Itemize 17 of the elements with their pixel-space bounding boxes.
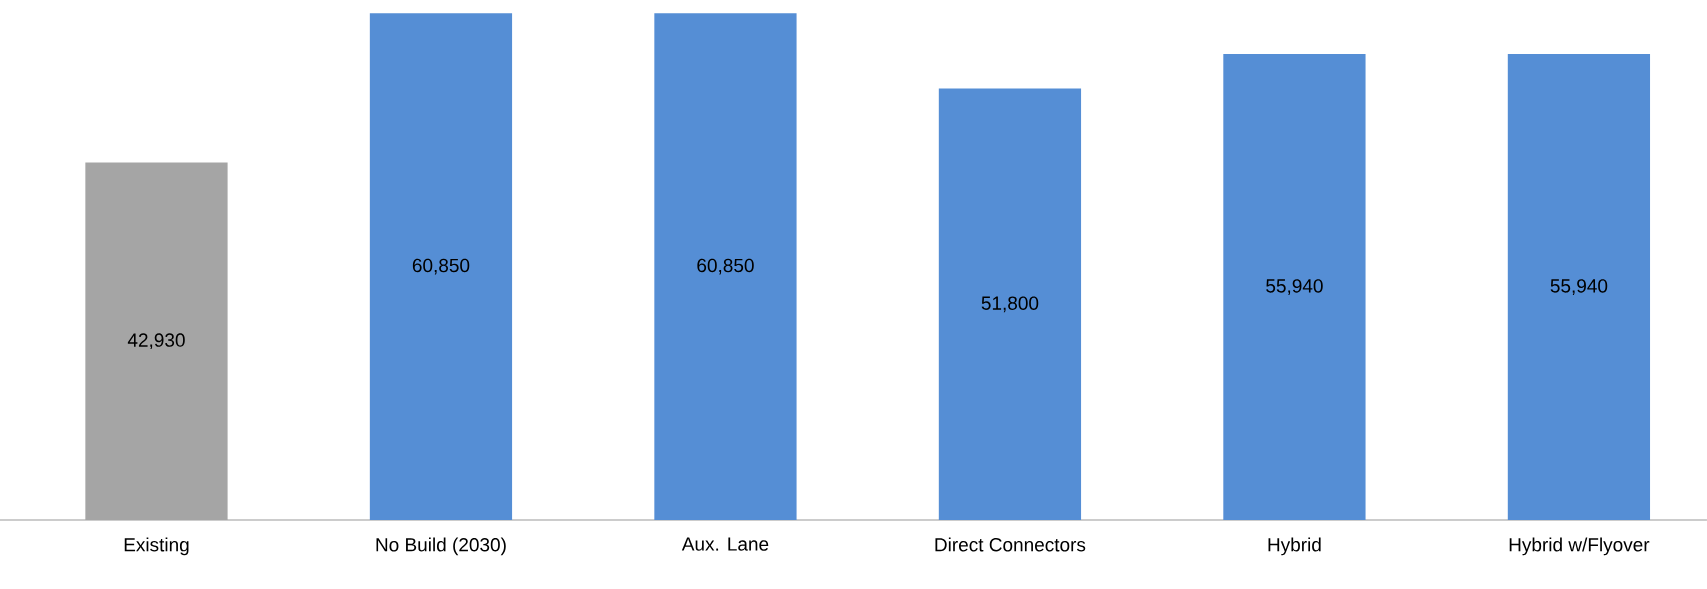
data-label: 55,940 [1550,279,1608,295]
bar [1507,54,1651,520]
data-label: 55,940 [1266,279,1323,295]
bar [938,88,1082,520]
data-label: 42,930 [127,333,185,350]
bar [1223,54,1366,520]
x-tick-label: Direct Connectors [935,537,1086,552]
bar [654,13,797,520]
data-label: 60,850 [412,258,470,275]
x-tick-label: Hybrid [1268,537,1321,556]
x-tick-label: Existing [124,537,189,556]
data-label: 51,800 [981,296,1039,313]
x-tick-label: Hybrid w/Flyover [1509,537,1650,556]
x-tick-label: No Build (2030) [376,537,506,556]
x-tick-label: Aux. Lane [681,537,769,551]
bar [369,13,513,520]
data-label: 60,850 [697,258,754,275]
